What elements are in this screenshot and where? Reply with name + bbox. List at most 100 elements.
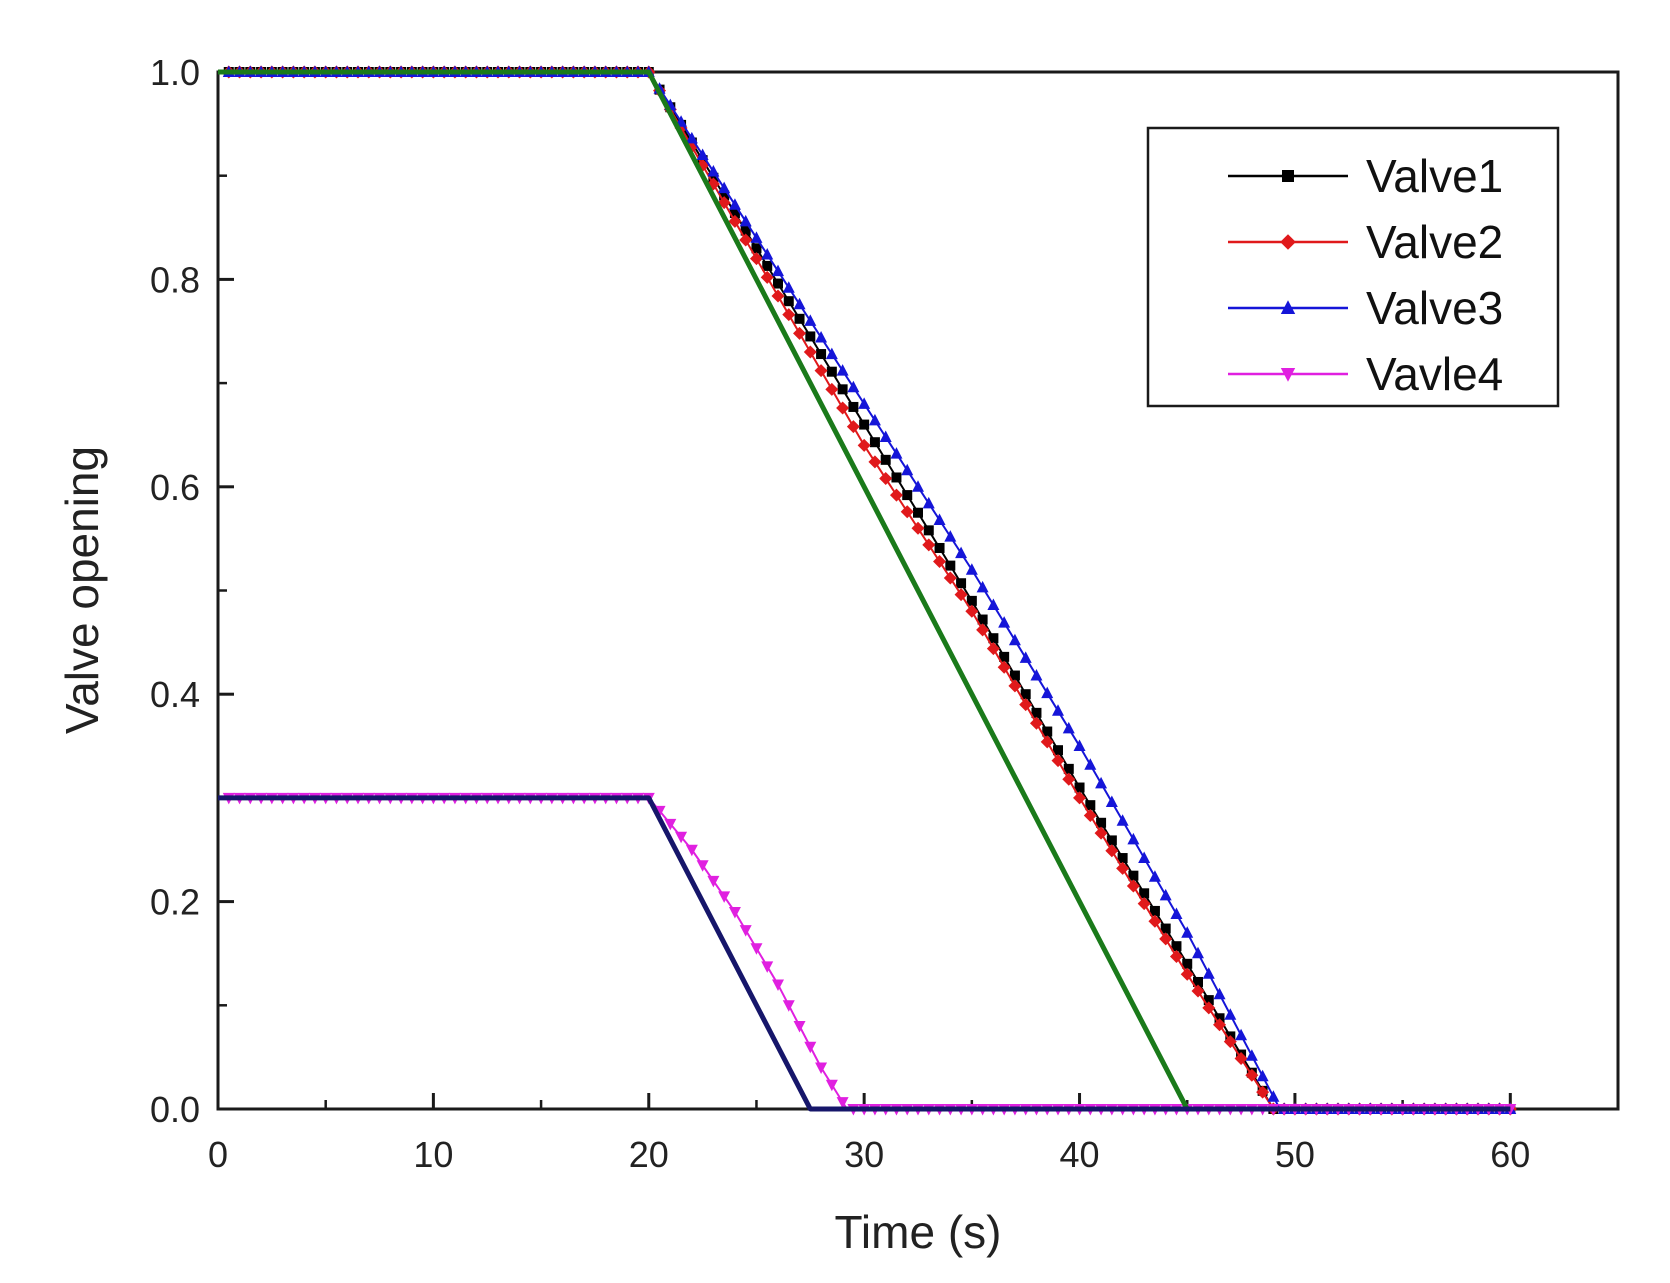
- data-point: [1213, 1018, 1227, 1032]
- y-tick-label: 1.0: [150, 52, 200, 93]
- data-point: [782, 1000, 795, 1012]
- x-tick-label: 0: [208, 1134, 228, 1175]
- data-point: [997, 660, 1011, 674]
- data-point: [804, 314, 817, 326]
- data-point: [772, 979, 784, 992]
- legend-marker: [1280, 234, 1296, 250]
- data-point: [664, 818, 677, 831]
- data-point: [1019, 698, 1033, 712]
- data-point: [1085, 800, 1096, 811]
- data-point: [837, 384, 848, 395]
- data-point: [771, 289, 785, 303]
- data-point: [816, 349, 827, 360]
- data-point: [846, 420, 860, 434]
- data-point: [1245, 1049, 1258, 1061]
- x-axis-title: Time (s): [835, 1206, 1002, 1258]
- y-tick-label: 0.4: [150, 674, 200, 715]
- data-point: [900, 505, 914, 519]
- data-point: [718, 181, 731, 194]
- data-point: [902, 490, 913, 501]
- data-point: [793, 1021, 806, 1033]
- y-tick-label: 0.2: [150, 882, 200, 923]
- data-point: [826, 366, 837, 377]
- data-point: [868, 455, 882, 469]
- data-point: [815, 330, 828, 343]
- data-point: [1029, 716, 1043, 730]
- data-point: [944, 530, 957, 542]
- data-point: [1267, 1090, 1280, 1102]
- data-point: [1008, 633, 1021, 646]
- data-point: [707, 165, 720, 177]
- data-point: [1040, 735, 1054, 749]
- data-point: [836, 1097, 849, 1109]
- data-point: [955, 546, 968, 559]
- data-point: [965, 604, 979, 618]
- data-point: [739, 233, 753, 247]
- y-tick-label: 0.8: [150, 259, 200, 300]
- data-point: [1095, 776, 1108, 789]
- x-tick-label: 40: [1060, 1134, 1100, 1175]
- data-point: [1031, 707, 1042, 718]
- legend-item-valve2: Valve2: [1228, 216, 1503, 268]
- reference-line-5: [218, 795, 1511, 1112]
- data-point: [739, 925, 752, 937]
- data-point: [1202, 967, 1215, 979]
- data-point: [1116, 861, 1130, 875]
- data-point: [847, 380, 860, 393]
- legend-label: Valve1: [1366, 150, 1503, 202]
- data-point: [1030, 669, 1043, 681]
- y-axis-title: Valve opening: [56, 446, 108, 734]
- data-point: [1073, 739, 1086, 752]
- data-point: [782, 308, 796, 322]
- data-point: [912, 480, 924, 492]
- data-point: [868, 413, 881, 426]
- data-point: [913, 507, 923, 518]
- data-point: [782, 281, 795, 293]
- legend-marker: [1280, 300, 1296, 314]
- series-vavle4: [218, 792, 1517, 1116]
- data-point: [1234, 1051, 1248, 1065]
- legend-label: Vavle4: [1366, 348, 1503, 400]
- data-point: [1008, 679, 1022, 693]
- data-point: [999, 651, 1010, 662]
- data-point: [998, 616, 1011, 628]
- data-point: [848, 401, 859, 412]
- data-point: [1170, 907, 1183, 920]
- data-point: [1105, 795, 1118, 808]
- data-point: [859, 419, 870, 430]
- data-point: [977, 614, 988, 625]
- data-point: [1224, 1008, 1237, 1020]
- data-point: [762, 260, 773, 271]
- legend-marker: [1280, 368, 1296, 382]
- data-point: [901, 463, 914, 476]
- data-point: [728, 198, 741, 210]
- data-point: [836, 364, 849, 376]
- series-layer: [218, 65, 1517, 1116]
- y-tick-label: 0.6: [150, 467, 200, 508]
- data-point: [1256, 1085, 1270, 1099]
- data-point: [825, 1079, 838, 1092]
- data-point: [1213, 987, 1226, 1000]
- data-point: [1019, 651, 1032, 663]
- data-point: [1171, 941, 1182, 952]
- data-point: [1159, 888, 1172, 901]
- data-point: [943, 571, 957, 585]
- data-point: [1149, 905, 1160, 916]
- data-point: [685, 844, 698, 857]
- series-line: [218, 795, 1511, 1112]
- data-point: [965, 563, 978, 575]
- data-point: [803, 345, 817, 359]
- data-point: [1062, 721, 1075, 734]
- legend-item-vavle4: Vavle4: [1228, 348, 1503, 400]
- data-point: [1148, 870, 1161, 882]
- data-point: [825, 347, 838, 360]
- data-point: [976, 623, 990, 637]
- data-point: [1128, 870, 1139, 881]
- data-point: [750, 943, 763, 955]
- data-point: [1083, 809, 1097, 823]
- data-point: [1137, 897, 1151, 911]
- data-point: [1191, 984, 1205, 998]
- data-point: [750, 231, 763, 243]
- x-tick-label: 30: [844, 1134, 884, 1175]
